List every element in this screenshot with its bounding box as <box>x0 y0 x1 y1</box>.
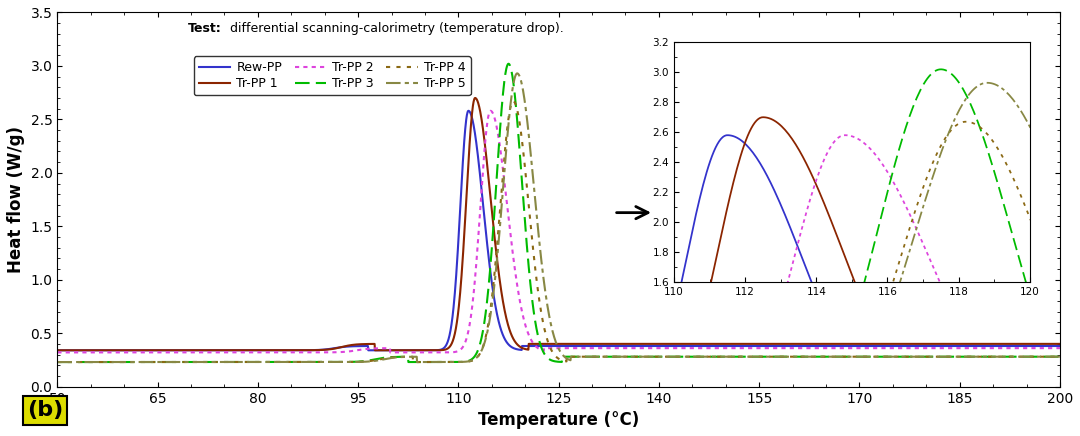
Tr-PP 2 <box>165 350 178 355</box>
Tr-PP 5 <box>511 71 524 76</box>
Tr-PP 1 <box>926 341 939 347</box>
Line: Tr-PP 4: Tr-PP 4 <box>57 101 1059 362</box>
Tr-PP 3 <box>1053 354 1066 359</box>
Tr-PP 3 <box>502 61 515 66</box>
Rew-PP <box>51 347 64 353</box>
Tr-PP 1 <box>435 347 448 353</box>
Tr-PP 3 <box>926 354 939 359</box>
Tr-PP 4 <box>225 359 238 364</box>
Tr-PP 4 <box>165 359 178 364</box>
Tr-PP 3 <box>225 359 238 364</box>
Tr-PP 2 <box>484 108 497 113</box>
Line: Tr-PP 1: Tr-PP 1 <box>57 98 1059 350</box>
Tr-PP 2 <box>1053 346 1066 351</box>
Tr-PP 3 <box>165 359 178 364</box>
Tr-PP 1 <box>165 347 178 353</box>
Tr-PP 1 <box>1034 341 1047 347</box>
Tr-PP 5 <box>435 359 448 364</box>
Tr-PP 1 <box>1053 341 1066 347</box>
Rew-PP <box>165 347 178 353</box>
Tr-PP 5 <box>1034 354 1047 359</box>
Line: Tr-PP 2: Tr-PP 2 <box>57 111 1059 352</box>
Tr-PP 1 <box>225 347 238 353</box>
Tr-PP 5 <box>926 354 939 359</box>
Tr-PP 4 <box>1053 354 1066 359</box>
Rew-PP <box>435 347 448 352</box>
Line: Tr-PP 5: Tr-PP 5 <box>57 73 1059 362</box>
Tr-PP 4 <box>51 359 64 364</box>
Tr-PP 5 <box>478 338 491 343</box>
Tr-PP 2 <box>51 350 64 355</box>
Tr-PP 2 <box>1034 346 1047 351</box>
Rew-PP <box>462 108 475 113</box>
Tr-PP 2 <box>926 346 939 351</box>
X-axis label: Temperature (°C): Temperature (°C) <box>478 411 639 429</box>
Rew-PP <box>1053 344 1066 349</box>
Tr-PP 5 <box>165 359 178 364</box>
Tr-PP 1 <box>469 95 482 101</box>
Tr-PP 1 <box>480 148 492 153</box>
Tr-PP 2 <box>478 139 491 144</box>
Legend: Rew-PP, Tr-PP 1, Tr-PP 2, Tr-PP 3, Tr-PP 4, Tr-PP 5: Rew-PP, Tr-PP 1, Tr-PP 2, Tr-PP 3, Tr-PP… <box>194 56 471 95</box>
Tr-PP 5 <box>51 359 64 364</box>
Rew-PP <box>225 347 238 353</box>
Tr-PP 4 <box>435 359 448 364</box>
Tr-PP 3 <box>435 359 448 364</box>
Line: Tr-PP 3: Tr-PP 3 <box>57 64 1059 362</box>
Tr-PP 3 <box>51 359 64 364</box>
Rew-PP <box>1034 344 1047 349</box>
Tr-PP 2 <box>435 350 448 355</box>
Tr-PP 3 <box>478 313 491 319</box>
Text: Test:: Test: <box>188 22 221 35</box>
Tr-PP 2 <box>225 350 238 355</box>
Rew-PP <box>480 227 492 232</box>
Tr-PP 4 <box>478 336 491 341</box>
Tr-PP 1 <box>51 347 64 353</box>
Tr-PP 5 <box>1053 354 1066 359</box>
Tr-PP 4 <box>1034 354 1047 359</box>
Tr-PP 5 <box>225 359 238 364</box>
Line: Rew-PP: Rew-PP <box>57 111 1059 350</box>
Rew-PP <box>926 344 939 349</box>
Tr-PP 3 <box>1034 354 1047 359</box>
Tr-PP 4 <box>926 354 939 359</box>
Y-axis label: Heat flow (W/g): Heat flow (W/g) <box>6 126 25 273</box>
Tr-PP 4 <box>507 99 519 104</box>
Text: (b): (b) <box>27 400 64 420</box>
Text: differential scanning-calorimetry (temperature drop).: differential scanning-calorimetry (tempe… <box>226 22 564 35</box>
